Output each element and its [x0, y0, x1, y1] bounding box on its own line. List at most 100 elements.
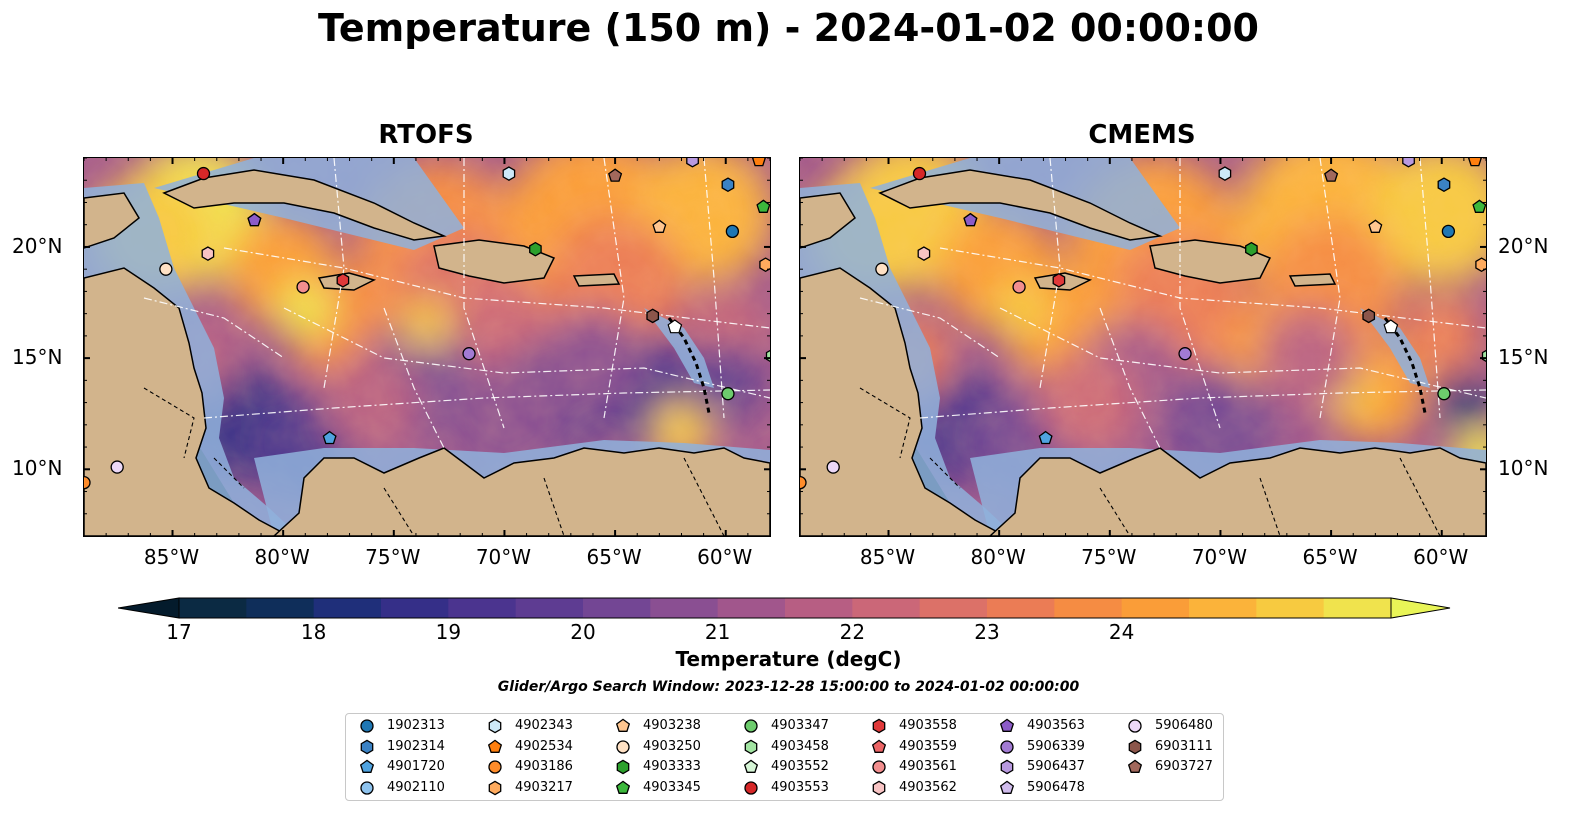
float-marker-4903558[interactable]	[1052, 272, 1066, 288]
colorbar-segment	[717, 598, 786, 618]
lon-tick-label: 85°W	[143, 545, 200, 569]
float-marker-4903563[interactable]	[247, 212, 262, 227]
float-marker-5906480[interactable]	[110, 460, 124, 474]
float-marker-5906480[interactable]	[826, 460, 840, 474]
float-marker-4901720[interactable]	[322, 430, 337, 445]
colorbar-tick-label: 24	[1108, 620, 1135, 644]
float-marker-4903562[interactable]	[201, 246, 215, 261]
float-marker-4903561[interactable]	[296, 280, 310, 294]
legend-marker-icon	[359, 759, 375, 773]
legend-marker-icon	[360, 739, 374, 754]
float-marker-6903727[interactable]	[1324, 168, 1339, 182]
float-marker-4903563[interactable]	[963, 212, 978, 227]
panel-title-cmems: CMEMS	[1088, 120, 1196, 150]
float-marker-4903561[interactable]	[1012, 280, 1026, 294]
legend-marker-icon	[871, 739, 887, 753]
float-marker-4903333[interactable]	[529, 241, 542, 257]
float-marker-4901720[interactable]	[1038, 430, 1053, 445]
float-marker-4903347[interactable]	[1437, 387, 1451, 401]
float-marker-4903345[interactable]	[756, 199, 770, 213]
float-marker-4903186[interactable]	[800, 475, 807, 490]
map-panel-cmems[interactable]	[799, 157, 1487, 537]
legend-marker-icon	[872, 718, 886, 734]
colorbar-segment	[381, 598, 449, 618]
legend-label: 4902534	[515, 738, 573, 754]
legend-label: 4903345	[643, 779, 701, 795]
legend-label: 4902343	[515, 718, 573, 733]
lon-tick-label: 85°W	[859, 545, 916, 569]
lat-tick-label-left: 20°N	[12, 233, 63, 258]
float-marker-4903250[interactable]	[875, 262, 889, 276]
legend-label: 4903559	[899, 738, 957, 754]
legend-label: 1902314	[387, 738, 445, 754]
colorbar-extend-low	[118, 597, 180, 619]
colorbar-segment	[852, 598, 921, 618]
colorbar-tick-label: 23	[974, 620, 1000, 644]
float-marker-4903553[interactable]	[196, 166, 211, 181]
legend-label: 5906339	[1027, 738, 1085, 754]
legend-marker-icon	[615, 780, 631, 794]
lon-tick-label: 70°W	[1191, 545, 1248, 569]
float-marker-4903347[interactable]	[721, 387, 735, 401]
legend-marker-icon	[487, 739, 503, 753]
colorbar-segment	[179, 598, 247, 618]
float-marker-4903553[interactable]	[912, 166, 927, 181]
float-marker-4903238[interactable]	[1368, 219, 1383, 233]
colorbar-segment	[987, 598, 1055, 618]
colorbar-segment	[919, 598, 988, 618]
float-marker-4903238[interactable]	[652, 219, 667, 233]
float-marker-4903558[interactable]	[336, 272, 350, 288]
float-marker-4902343[interactable]	[1218, 166, 1232, 181]
legend-label: 4903562	[899, 779, 957, 795]
lon-tick-label: 65°W	[586, 545, 642, 569]
float-marker-5906437[interactable]	[686, 158, 699, 168]
float-marker-4903333[interactable]	[1245, 241, 1258, 257]
float-marker-1902314[interactable]	[1437, 177, 1451, 193]
legend-label: 6903111	[1155, 738, 1213, 754]
legend-marker-icon	[999, 718, 1015, 732]
colorbar-segment	[583, 598, 651, 618]
legend-label: 4903250	[643, 738, 701, 754]
legend-marker-icon	[360, 780, 374, 795]
float-marker-4902343[interactable]	[502, 166, 516, 181]
legend-marker-icon	[616, 739, 630, 754]
legend-label: 1902313	[387, 718, 445, 733]
colorbar-tick-label: 20	[570, 620, 596, 644]
legend-label: 4901720	[387, 759, 445, 774]
colorbar-segment	[1121, 598, 1190, 618]
colorbar-tick-label: 17	[166, 620, 192, 644]
legend-marker-icon	[743, 759, 759, 773]
float-marker-5906437[interactable]	[1402, 158, 1415, 168]
float-marker-5906339[interactable]	[1178, 347, 1192, 361]
colorbar-label: Temperature (degC)	[675, 647, 902, 671]
legend-marker-icon	[872, 760, 886, 774]
legend-label: 4903186	[515, 759, 573, 774]
lat-tick-label-right: 20°N	[1498, 233, 1549, 258]
float-marker-4903562[interactable]	[917, 246, 931, 261]
lat-tick-label-right: 15°N	[1498, 345, 1549, 370]
float-marker-5906339[interactable]	[462, 347, 476, 361]
legend-label: 5906478	[1027, 779, 1085, 795]
float-marker-6903727[interactable]	[608, 168, 623, 182]
float-marker-4903186[interactable]	[84, 475, 91, 490]
legend-marker-icon	[999, 780, 1015, 794]
float-marker-1902313[interactable]	[725, 224, 740, 239]
float-marker-6903111[interactable]	[1362, 308, 1376, 324]
float-marker-6903111[interactable]	[646, 308, 660, 324]
float-marker-4903345[interactable]	[1472, 199, 1486, 213]
float-marker-4902534[interactable]	[751, 158, 766, 167]
legend-label: 4902110	[387, 779, 445, 795]
map-panel-rtofs[interactable]	[83, 157, 771, 537]
float-marker-1902313[interactable]	[1441, 224, 1456, 239]
search-window-text: Glider/Argo Search Window: 2023-12-28 15…	[497, 679, 1080, 695]
colorbar-tick-label: 22	[839, 620, 866, 644]
float-marker-4903217[interactable]	[1475, 257, 1486, 273]
lon-tick-label: 80°W	[254, 545, 310, 569]
float-marker-4902534[interactable]	[1467, 158, 1482, 167]
legend-marker-icon	[744, 780, 758, 795]
float-marker-1902314[interactable]	[721, 177, 735, 193]
legend-marker-icon	[744, 739, 758, 754]
float-marker-4903217[interactable]	[759, 257, 770, 273]
colorbar-tick-label: 18	[300, 620, 327, 644]
float-marker-4903250[interactable]	[159, 262, 173, 276]
